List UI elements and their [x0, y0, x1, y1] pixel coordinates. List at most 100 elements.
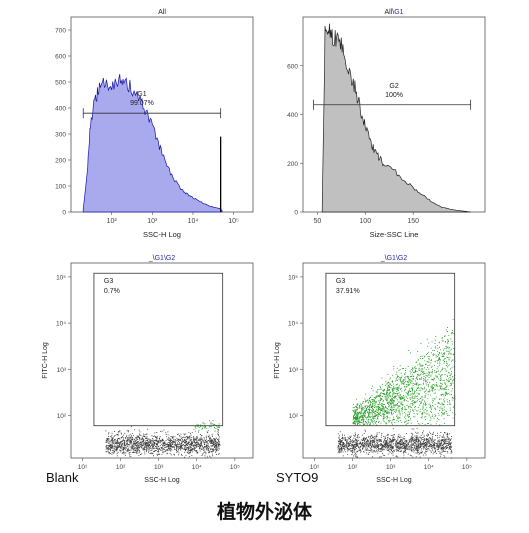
event-dot [395, 380, 396, 382]
event-dot [169, 441, 170, 443]
event-dot [416, 445, 418, 447]
event-dot [378, 406, 379, 408]
event-dot [382, 452, 383, 454]
event-dot [213, 438, 215, 439]
event-dot [362, 408, 364, 410]
event-dot [389, 441, 391, 443]
event-dot [135, 438, 137, 440]
event-dot [216, 448, 218, 450]
event-dot [178, 440, 179, 442]
event-dot [375, 446, 377, 448]
event-dot [390, 444, 392, 446]
event-dot [391, 409, 392, 411]
event-dot [133, 442, 135, 444]
event-dot [165, 450, 166, 452]
event-dot [342, 443, 344, 444]
event-dot [138, 429, 140, 431]
event-dot [441, 386, 443, 388]
event-dot [375, 391, 377, 393]
event-dot [187, 447, 188, 449]
event-dot [394, 450, 395, 452]
event-dot [434, 370, 435, 372]
event-dot [407, 411, 409, 413]
event-dot [211, 453, 213, 455]
event-dot [415, 370, 416, 372]
event-dot [172, 443, 173, 445]
event-dot [393, 366, 395, 367]
event-dot [132, 451, 134, 453]
event-dot [402, 452, 404, 453]
event-dot [109, 452, 110, 453]
event-dot [354, 443, 356, 445]
event-dot [119, 431, 121, 433]
event-dot [426, 440, 427, 442]
event-dot [444, 382, 446, 384]
event-dot [371, 449, 373, 451]
event-dot [119, 449, 120, 451]
event-dot [213, 449, 215, 450]
event-dot [405, 442, 407, 443]
event-dot [400, 389, 401, 391]
event-dot [139, 446, 141, 448]
event-dot [162, 445, 164, 447]
event-dot [170, 436, 172, 437]
event-dot [404, 382, 406, 383]
event-dot [202, 426, 204, 428]
event-dot [114, 445, 116, 447]
event-dot [401, 446, 403, 448]
event-dot [354, 446, 356, 448]
event-dot [434, 403, 436, 405]
event-dot [362, 443, 363, 445]
event-dot [195, 428, 197, 430]
event-dot [442, 360, 444, 362]
event-dot [412, 456, 414, 458]
event-dot [115, 449, 117, 451]
event-dot [406, 439, 408, 441]
event-dot [174, 436, 176, 438]
event-dot [384, 398, 386, 400]
event-dot [213, 450, 215, 452]
event-dot [419, 437, 421, 439]
event-dot [398, 386, 400, 388]
event-dot [399, 447, 401, 449]
event-dot [422, 403, 424, 405]
event-dot [130, 436, 132, 438]
event-dot [382, 448, 384, 450]
event-dot [190, 434, 192, 436]
event-dot [409, 397, 411, 399]
event-dot [146, 436, 148, 438]
event-dot [420, 437, 422, 439]
event-dot [413, 413, 415, 414]
event-dot [416, 377, 417, 379]
event-dot [348, 442, 350, 444]
event-dot [208, 436, 210, 438]
event-dot [369, 410, 370, 412]
event-dot [427, 394, 429, 396]
event-dot [447, 342, 449, 344]
event-dot [156, 443, 158, 445]
event-dot [395, 410, 397, 412]
event-dot [368, 444, 370, 446]
event-dot [122, 443, 123, 444]
event-dot [442, 403, 444, 405]
event-dot [424, 443, 426, 445]
event-dot [435, 375, 437, 377]
event-dot [370, 435, 372, 437]
event-dot [415, 449, 417, 451]
event-dot [405, 370, 406, 371]
event-dot [361, 408, 363, 410]
event-dot [210, 425, 212, 427]
event-dot [427, 384, 429, 386]
event-dot [411, 388, 413, 389]
event-dot [421, 452, 423, 454]
event-dot [352, 448, 354, 450]
event-dot [206, 427, 208, 429]
event-dot [443, 443, 444, 445]
event-dot [446, 411, 447, 412]
event-dot [186, 439, 188, 440]
event-dot [358, 419, 360, 421]
event-dot [116, 453, 118, 455]
event-dot [372, 409, 374, 411]
event-dot [210, 442, 212, 444]
event-dot [126, 445, 128, 447]
